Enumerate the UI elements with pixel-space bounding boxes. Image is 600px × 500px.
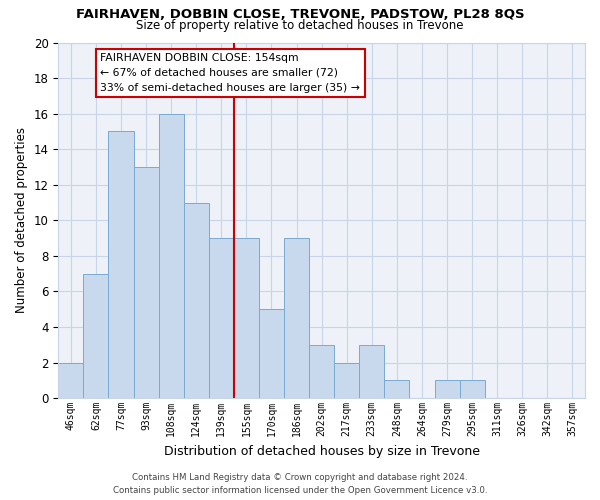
X-axis label: Distribution of detached houses by size in Trevone: Distribution of detached houses by size …	[164, 444, 479, 458]
Bar	[158, 114, 184, 398]
Text: Contains HM Land Registry data © Crown copyright and database right 2024.
Contai: Contains HM Land Registry data © Crown c…	[113, 474, 487, 495]
Y-axis label: Number of detached properties: Number of detached properties	[15, 128, 28, 314]
Bar	[83, 274, 109, 398]
Bar	[460, 380, 485, 398]
Bar	[209, 238, 234, 398]
Bar	[134, 167, 158, 398]
Text: FAIRHAVEN DOBBIN CLOSE: 154sqm
← 67% of detached houses are smaller (72)
33% of : FAIRHAVEN DOBBIN CLOSE: 154sqm ← 67% of …	[100, 53, 360, 93]
Bar	[334, 362, 359, 398]
Bar	[58, 362, 83, 398]
Bar	[434, 380, 460, 398]
Bar	[309, 345, 334, 398]
Bar	[234, 238, 259, 398]
Bar	[284, 238, 309, 398]
Text: Size of property relative to detached houses in Trevone: Size of property relative to detached ho…	[136, 19, 464, 32]
Bar	[259, 309, 284, 398]
Bar	[385, 380, 409, 398]
Bar	[109, 132, 134, 398]
Text: FAIRHAVEN, DOBBIN CLOSE, TREVONE, PADSTOW, PL28 8QS: FAIRHAVEN, DOBBIN CLOSE, TREVONE, PADSTO…	[76, 8, 524, 20]
Bar	[184, 202, 209, 398]
Bar	[359, 345, 385, 398]
